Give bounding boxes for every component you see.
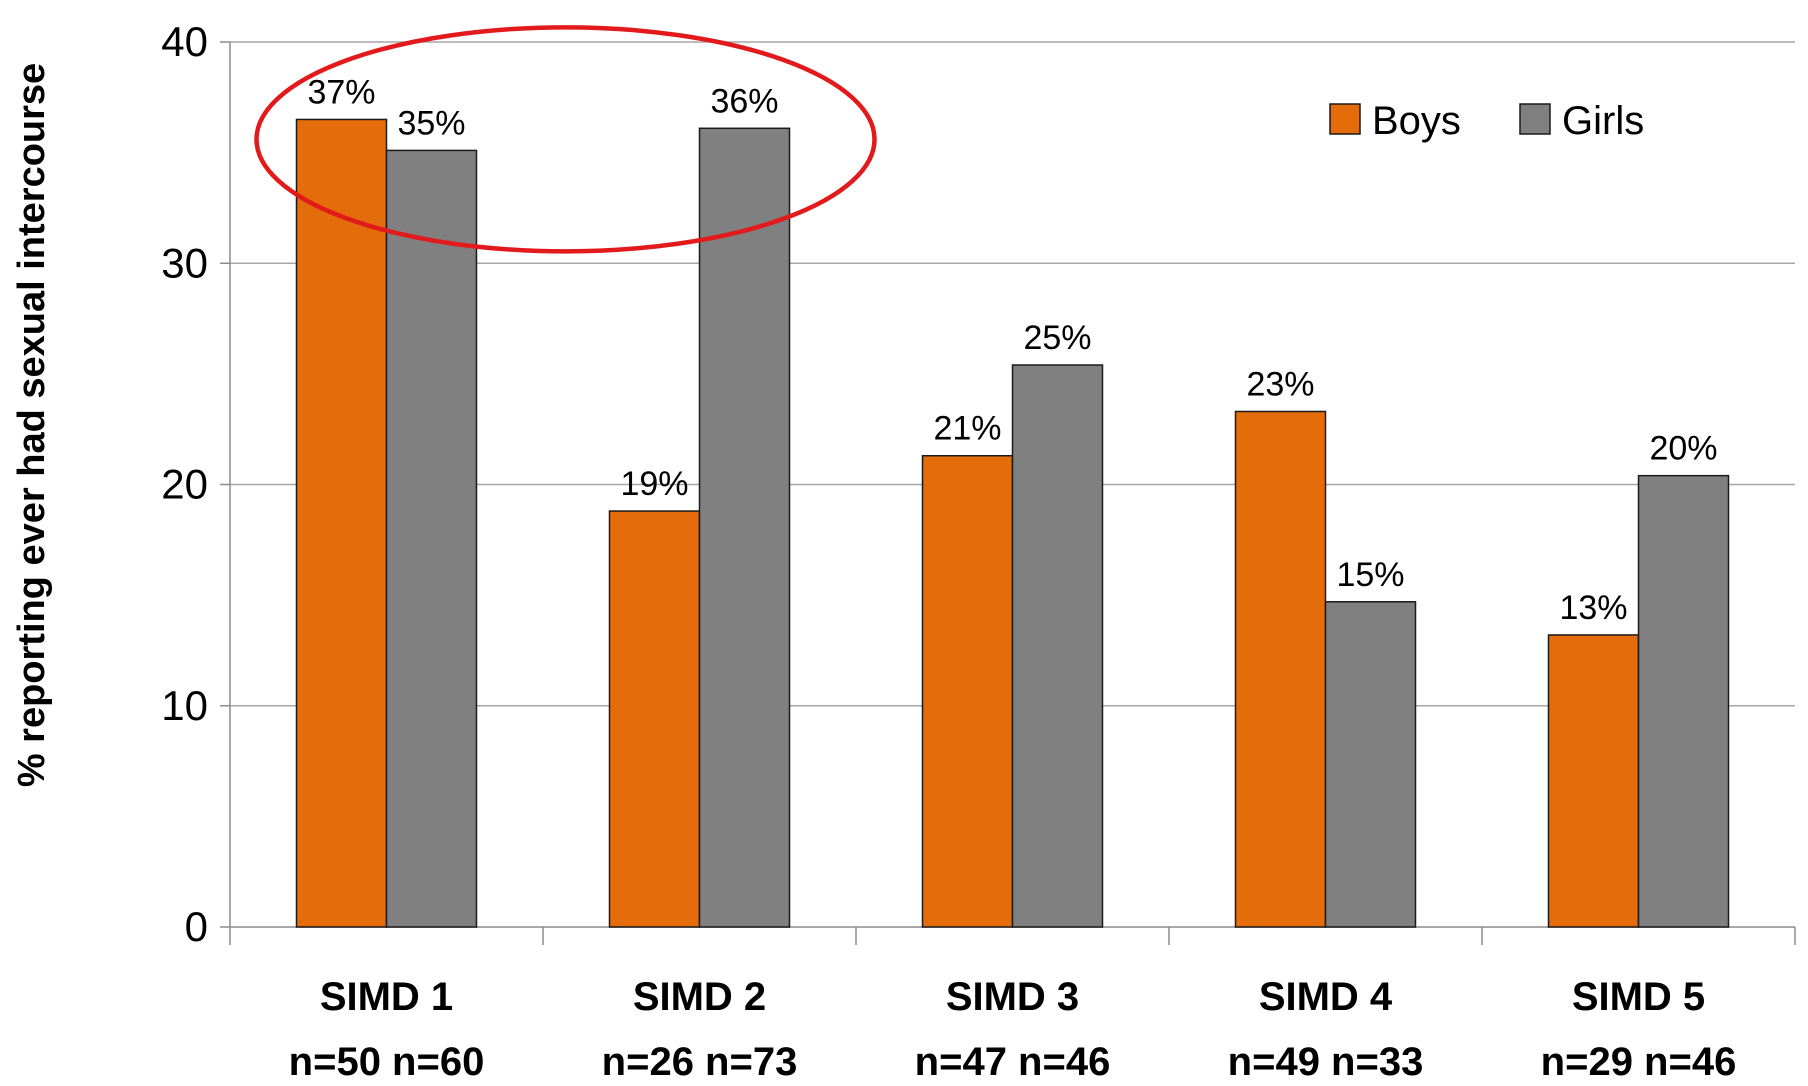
- data-label-girls-4: 15%: [1336, 556, 1404, 594]
- data-label-boys-1: 37%: [307, 73, 375, 111]
- bar-girls-1: [385, 149, 478, 928]
- y-tick-label: 30: [161, 239, 208, 286]
- legend: Boys Girls: [1329, 99, 1644, 143]
- category-label: SIMD 4: [1259, 975, 1393, 1019]
- data-label-girls-3: 25%: [1023, 319, 1091, 357]
- bars: [295, 118, 1730, 928]
- bar-boys-5: [1547, 634, 1640, 928]
- data-labels: 37% 35% 19% 36% 21% 25% 23% 15% 13% 20%: [307, 73, 1717, 627]
- category-counts: n=29 n=46: [1541, 1040, 1737, 1081]
- bar-boys-3: [921, 454, 1014, 928]
- legend-swatch-boys: [1329, 103, 1361, 135]
- data-label-girls-1: 35%: [397, 104, 465, 142]
- y-axis-label: % reporting ever had sexual intercourse: [11, 63, 53, 787]
- category-label: SIMD 1: [320, 975, 453, 1019]
- bar-girls-4: [1324, 601, 1417, 928]
- bar-boys-2: [608, 510, 701, 928]
- category-counts: n=47 n=46: [915, 1040, 1111, 1081]
- data-label-girls-2: 36%: [710, 82, 778, 120]
- bar-boys-4: [1234, 410, 1327, 928]
- data-label-boys-3: 21%: [933, 410, 1001, 448]
- y-tick-label: 10: [161, 682, 208, 729]
- highlight-ellipse: [254, 25, 877, 254]
- data-label-girls-5: 20%: [1649, 430, 1717, 468]
- y-tick-label: 20: [161, 461, 208, 508]
- data-label-boys-2: 19%: [620, 465, 688, 503]
- legend-swatch-girls: [1519, 103, 1551, 135]
- axes: 0 10 20 30 40: [161, 18, 1796, 950]
- bar-girls-2: [698, 127, 791, 928]
- y-tick-label: 0: [185, 903, 208, 950]
- category-label: SIMD 2: [633, 975, 766, 1019]
- category-counts: n=49 n=33: [1228, 1040, 1424, 1081]
- bar-boys-1: [295, 118, 388, 928]
- category-label: SIMD 5: [1572, 975, 1705, 1019]
- category-counts: n=26 n=73: [602, 1040, 798, 1081]
- category-labels: SIMD 1 n=50 n=60 SIMD 2 n=26 n=73 SIMD 3 n=47…: [289, 975, 1737, 1084]
- data-label-boys-5: 13%: [1559, 589, 1627, 627]
- annotations: [254, 25, 877, 254]
- legend-label-girls: Girls: [1562, 99, 1644, 143]
- category-label: SIMD 3: [946, 975, 1079, 1019]
- legend-label-boys: Boys: [1372, 99, 1461, 143]
- data-label-boys-4: 23%: [1246, 365, 1314, 403]
- bar-girls-5: [1637, 474, 1730, 928]
- bar-girls-3: [1011, 364, 1104, 928]
- category-counts: n=50 n=60: [289, 1040, 485, 1081]
- y-tick-label: 40: [161, 18, 208, 65]
